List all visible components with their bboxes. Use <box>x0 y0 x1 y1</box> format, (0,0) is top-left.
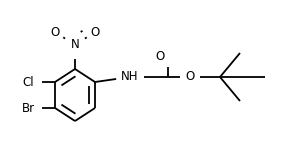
Text: O: O <box>185 70 195 84</box>
Text: N: N <box>71 38 79 51</box>
Text: O: O <box>155 51 165 63</box>
Text: NH: NH <box>121 70 139 84</box>
Text: Cl: Cl <box>22 76 34 89</box>
Text: O: O <box>90 25 100 38</box>
Text: Br: Br <box>22 101 35 114</box>
Text: O: O <box>50 25 60 38</box>
